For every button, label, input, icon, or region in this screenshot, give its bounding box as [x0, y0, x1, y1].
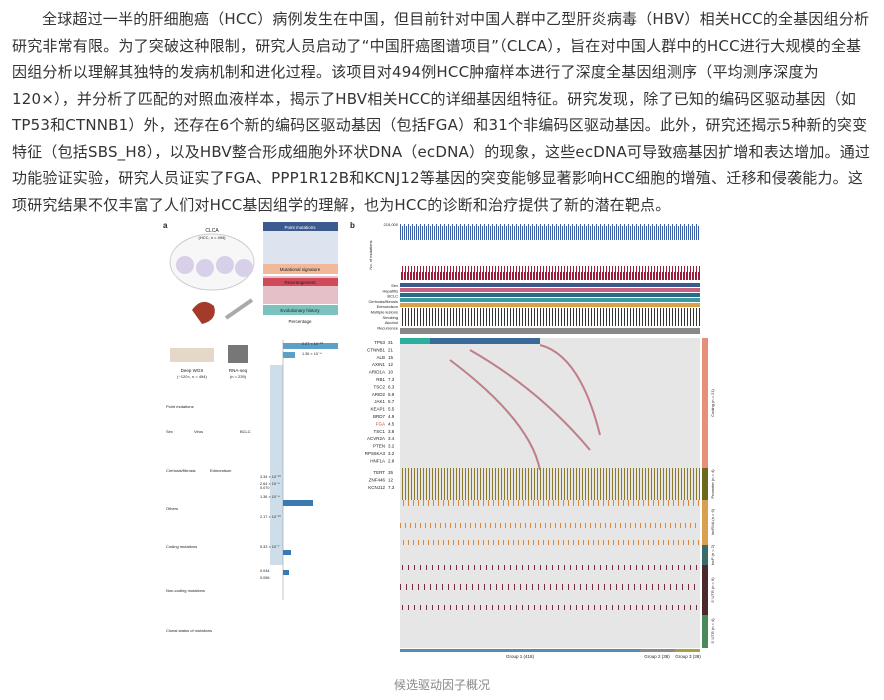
figure-text: 0.070: [260, 486, 270, 490]
panel-b-art: [400, 224, 708, 652]
figure-text: Cirrhosis/fibrosis: [166, 468, 196, 473]
figure-text: 215,000: [384, 222, 399, 227]
group-label: Group 1 (418): [506, 654, 535, 659]
panel-a-art: [169, 222, 338, 600]
figure-text: 1.36 × 10⁻⁴: [260, 495, 280, 499]
figure-text: 2.17 × 10⁻¹⁰: [260, 515, 281, 519]
gene-name: ALB: [376, 355, 385, 360]
figure-text: Edmondson: [210, 468, 231, 473]
gene-name: RB1: [376, 377, 385, 382]
figure-text: 2.64 × 10⁻⁴: [260, 482, 280, 486]
figure-text: 2.27 × 10⁻⁵⁸: [302, 342, 324, 346]
gene-name: JAK1: [374, 399, 385, 404]
figure-text: Point mutations: [284, 225, 316, 230]
track-label: Multiple lesions: [371, 310, 398, 315]
gene-name: KEAP1: [370, 407, 385, 412]
gene-name: HNF1A: [370, 458, 385, 463]
region-label: Promoter (n = 4): [710, 469, 715, 499]
track-label: BCLC: [387, 294, 398, 299]
figure-text: (HCC, n = 494): [198, 235, 226, 240]
gene-percent: 7.3: [388, 377, 395, 382]
gene-name: FGA: [376, 421, 385, 426]
gene-percent: 3.8: [388, 429, 395, 434]
figure-text: Non-coding mutations: [166, 588, 205, 593]
figure-text: Evolutionary history: [280, 308, 320, 313]
track-label: Alcohol: [385, 320, 398, 325]
gene-name: TERT: [373, 470, 385, 475]
gene-name: PTEN: [373, 444, 385, 449]
gene-percent: 21: [388, 347, 394, 352]
figure-text: (n = 239): [230, 374, 247, 379]
gene-name: ARID1A: [369, 370, 385, 375]
gene-percent: 12: [388, 477, 394, 482]
figure-text: 3.34 × 10⁻¹⁰: [260, 475, 281, 479]
gene-name: ACVR2A: [367, 436, 385, 441]
track-label: Recurrence: [377, 325, 398, 330]
gene-percent: 6.3: [388, 384, 395, 389]
gene-name: CTNNB1: [367, 347, 385, 352]
gene-percent: 3.2: [388, 451, 395, 456]
group-label: Group 3 (38): [675, 654, 701, 659]
gene-percent: 15: [388, 355, 394, 360]
gene-name: TSC2: [373, 384, 385, 389]
figure-text: BCLC: [240, 429, 251, 434]
gene-percent: 4.5: [388, 421, 395, 426]
gene-name: ZNF446: [369, 477, 386, 482]
gene-percent: 3.4: [388, 436, 395, 441]
region-label: 5' UTR (n = 6): [710, 577, 715, 603]
gene-name: BRD7: [373, 414, 386, 419]
group-label: Group 2 (38): [644, 654, 670, 659]
caption: 候选驱动因子概况: [393, 678, 490, 692]
figure-text: Others: [166, 506, 178, 511]
gene-name: KCNJ12: [368, 485, 385, 490]
gene-name: TSC1: [373, 429, 385, 434]
figure-text: Coding mutations: [166, 544, 197, 549]
figure-text: 5.33 × 10⁻⁷: [260, 545, 280, 549]
gene-percent: 5.5: [388, 407, 395, 412]
gene-percent: 10: [388, 370, 394, 375]
gene-name: TP53: [374, 340, 385, 345]
track-label: Smoking: [382, 315, 398, 320]
gene-percent: 31: [388, 340, 394, 345]
figure-text: (~120×, n = 494): [177, 374, 207, 379]
figure-text: No. of mutations: [368, 240, 373, 269]
gene-percent: 5.9: [388, 392, 395, 397]
figure-text: Virus: [194, 429, 203, 434]
panel-label: b: [350, 221, 355, 230]
region-label: Coding (n = 21): [710, 388, 715, 416]
gene-name: ARID2: [372, 392, 386, 397]
gene-percent: 4.9: [388, 414, 395, 419]
figure-text: Sex: [166, 429, 173, 434]
figure-text: RNA-seq: [229, 368, 248, 373]
figure-text: 0.056: [260, 576, 270, 580]
figure-text: 0.044: [260, 569, 270, 573]
panel-label: a: [163, 221, 168, 230]
gene-percent: 12: [388, 362, 394, 367]
region-label: lncRNA (n = 6): [710, 508, 715, 535]
track-label: Sex: [391, 283, 398, 288]
figure-text: Mutational signature: [280, 267, 321, 272]
gene-percent: 2.8: [388, 458, 395, 463]
figure-text: 1.36 × 10⁻⁴: [302, 352, 322, 356]
figure-text: Point mutations: [166, 404, 194, 409]
track-label: Cirrhosis/fibrosis: [368, 299, 398, 304]
gene-percent: 7.3: [388, 485, 395, 490]
gene-name: AXIN1: [372, 362, 386, 367]
figure-text: CLCA: [205, 228, 219, 234]
region-label: lncP (n = 2): [710, 544, 715, 565]
paragraph: 全球超过一半的肝细胞癌（HCC）病例发生在中国，但目前针对中国人群中乙型肝炎病毒…: [12, 10, 871, 214]
figure-text: Clonal status of mutations: [166, 628, 212, 633]
figure-text: Deep WGS: [181, 368, 204, 373]
gene-percent: 3.2: [388, 444, 395, 449]
figure: a b CLCA(HCC, n = 494) Point mutations Mutat…: [163, 221, 715, 659]
gene-percent: 35: [388, 470, 394, 475]
region-label: 3' UTR (n = 4): [710, 618, 715, 644]
gene-name: RPS6KA3: [365, 451, 386, 456]
gene-percent: 5.7: [388, 399, 395, 404]
figure-text: Rearrangement: [284, 280, 316, 285]
track-label: Hepatitis: [382, 288, 398, 293]
figure-text: Percentage: [288, 319, 312, 324]
track-label: Edmondson: [377, 304, 398, 309]
